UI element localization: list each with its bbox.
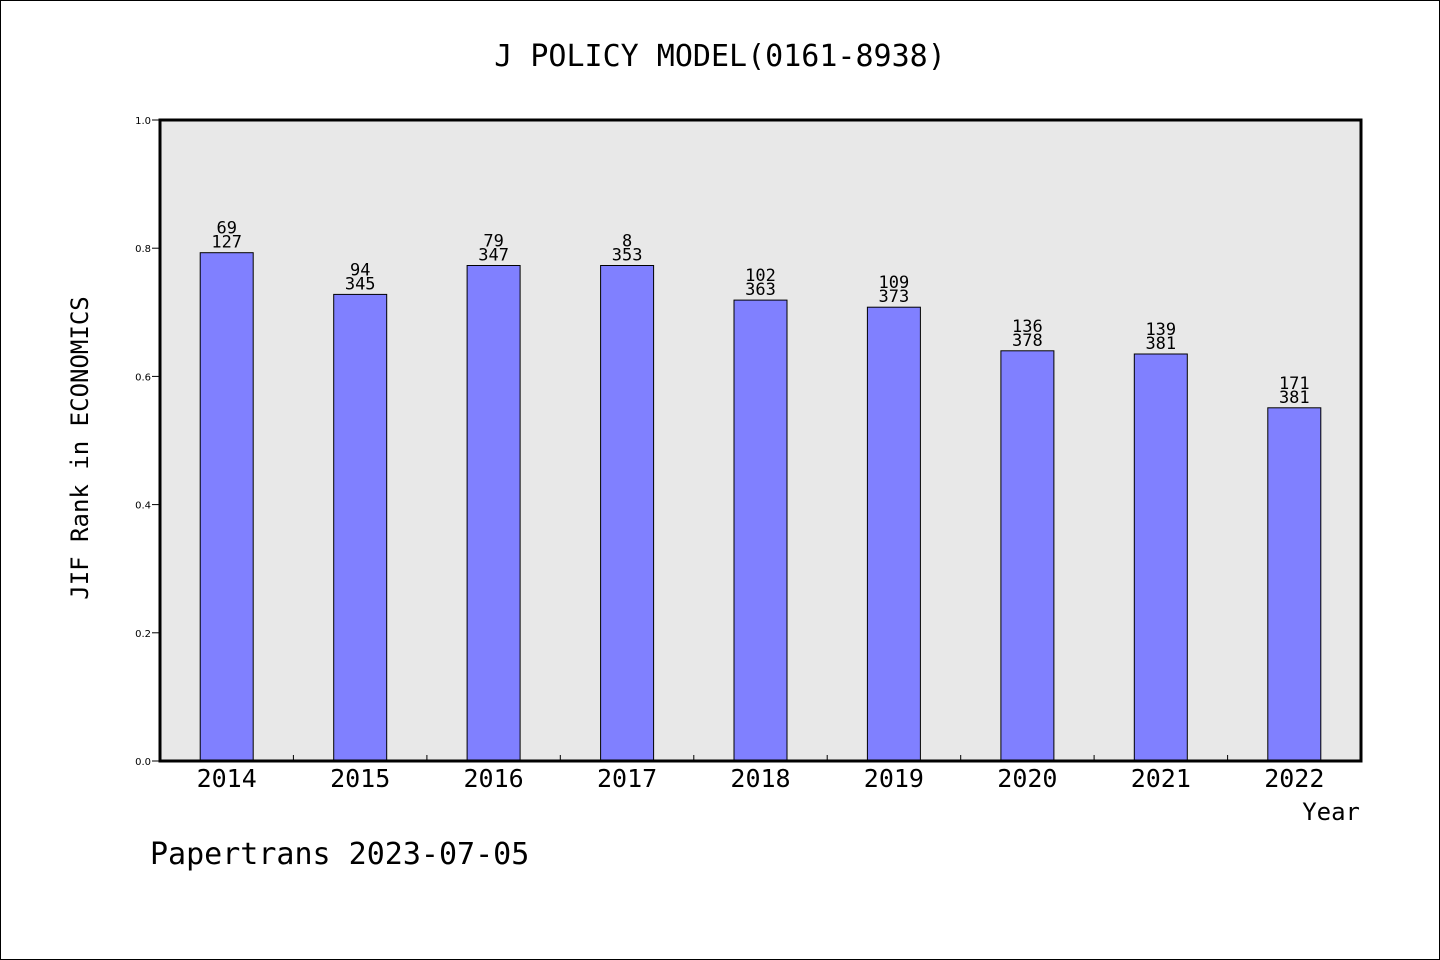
x-tick-label-2019: 2019 — [864, 764, 924, 793]
y-tick-label-2: 0.4 — [135, 501, 151, 512]
footer-credit: Papertrans 2023-07-05 — [150, 837, 529, 872]
bar-total-label-2020: 378 — [1012, 331, 1043, 351]
plot-border — [158, 118, 1363, 763]
bar-rank-label-2016: 79 — [483, 232, 503, 252]
bar-rank-label-2020: 136 — [1012, 317, 1043, 337]
bar-2022 — [1267, 407, 1322, 762]
bar-total-label-2022: 381 — [1279, 388, 1310, 408]
bar-total-label-2017: 353 — [612, 246, 643, 266]
bar-rank-label-2019: 109 — [879, 273, 910, 293]
x-tick-label-2017: 2017 — [597, 764, 657, 793]
x-tick-label-2022: 2022 — [1264, 764, 1324, 793]
y-tick-label-5: 1.0 — [135, 116, 151, 127]
y-axis-label: JIF Rank in ECONOMICS — [66, 296, 94, 599]
bar-rank-label-2017: 8 — [622, 232, 632, 252]
x-tick-label-2014: 2014 — [197, 764, 257, 793]
bar-2017 — [600, 265, 655, 762]
y-tick-label-4: 0.8 — [135, 244, 151, 255]
bar-total-label-2018: 363 — [745, 280, 776, 300]
bar-2014 — [199, 252, 254, 762]
bar-rank-label-2021: 139 — [1145, 320, 1176, 340]
bar-total-label-2016: 347 — [478, 246, 509, 266]
bar-rank-label-2022: 171 — [1279, 374, 1310, 394]
x-tick-label-2015: 2015 — [330, 764, 390, 793]
bar-2015 — [333, 293, 388, 762]
x-axis-label: Year — [1302, 798, 1360, 826]
chart-title: J POLICY MODEL(0161-8938) — [494, 39, 946, 74]
bar-2021 — [1133, 353, 1188, 762]
x-tick-label-2020: 2020 — [997, 764, 1057, 793]
bar-2018 — [733, 299, 788, 762]
bar-rank-label-2015: 94 — [350, 260, 370, 280]
bar-rank-label-2018: 102 — [745, 266, 776, 286]
bar-total-label-2015: 345 — [345, 274, 376, 294]
x-tick-label-2021: 2021 — [1131, 764, 1191, 793]
y-tick-label-3: 0.6 — [135, 372, 151, 383]
bar-rank-label-2014: 69 — [216, 219, 236, 239]
bar-2016 — [466, 265, 521, 762]
bar-2020 — [1000, 350, 1055, 762]
bar-total-label-2014: 127 — [211, 233, 242, 253]
bar-total-label-2021: 381 — [1145, 334, 1176, 354]
bar-total-label-2019: 373 — [879, 287, 910, 307]
x-tick-label-2016: 2016 — [463, 764, 523, 793]
x-tick-label-2018: 2018 — [730, 764, 790, 793]
y-tick-label-1: 0.2 — [135, 629, 151, 640]
bar-2019 — [866, 306, 921, 762]
axis-ticks-group: 2014 2015 2016 2017 2018 2019 2020 2021 2022 0.0 0… — [135, 116, 1324, 793]
y-tick-label-0: 0.0 — [135, 757, 151, 768]
